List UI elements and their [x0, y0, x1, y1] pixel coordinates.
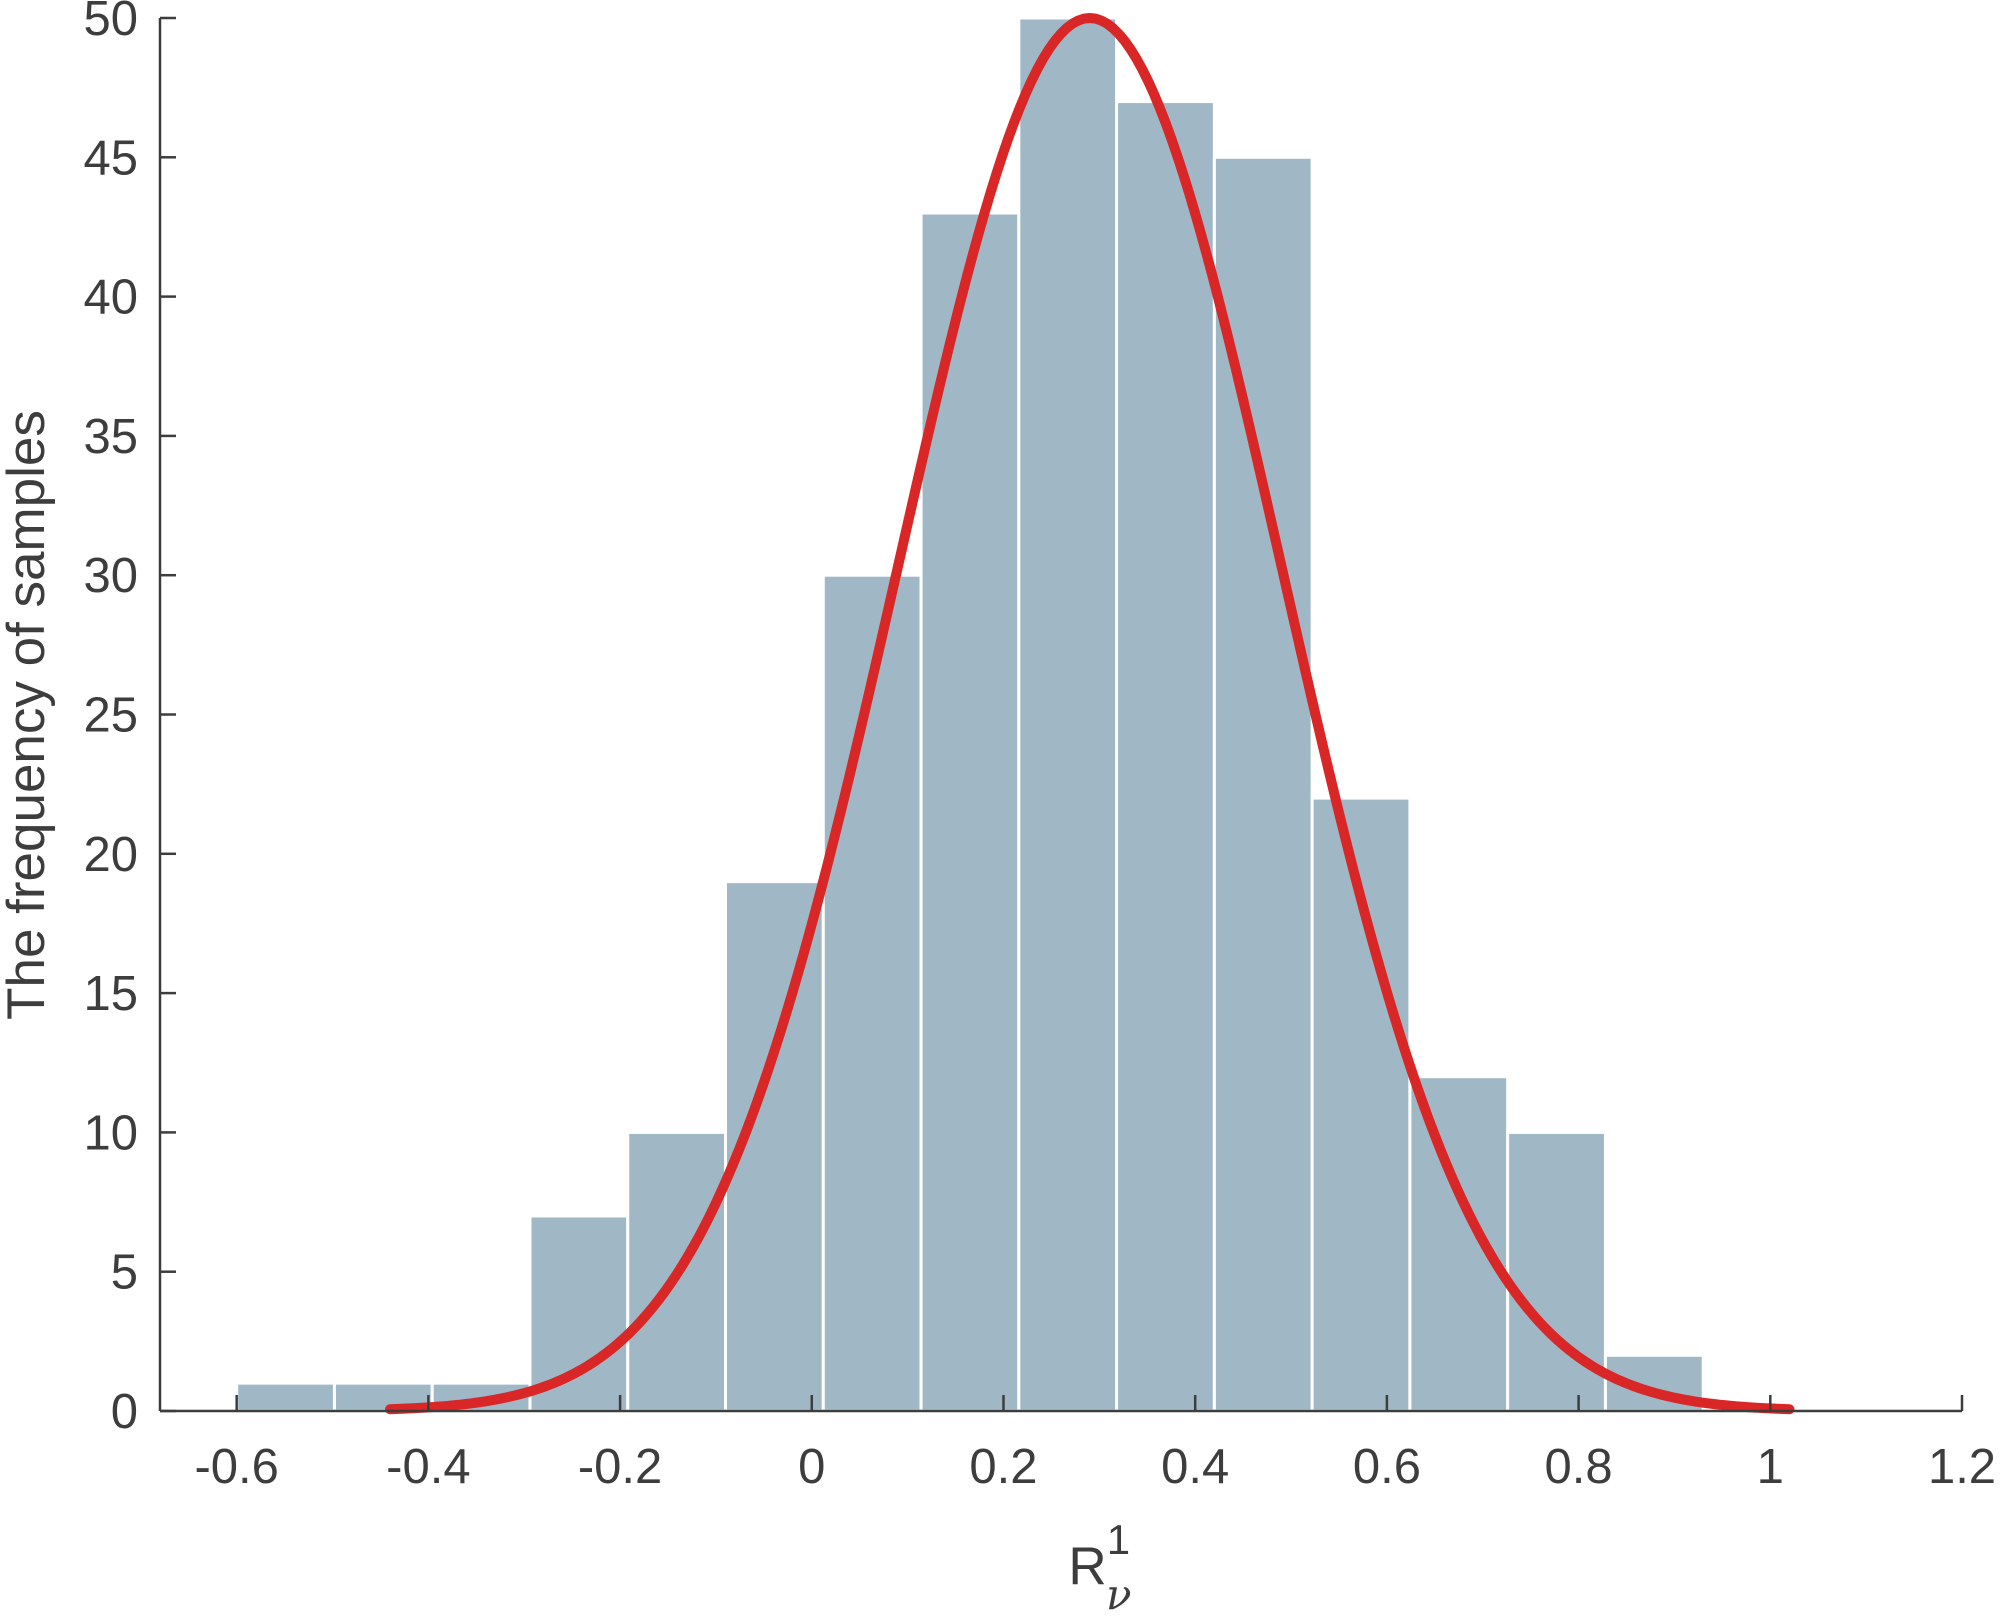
- x-ticks: -0.6 -0.4 -0.2 0 0.2 0.4 0.6 0.8 1 1.2: [194, 1395, 1996, 1494]
- y-tick-label: 50: [83, 0, 138, 46]
- x-axis-label-subscript: ν: [1106, 1570, 1132, 1619]
- x-tick-label: -0.2: [578, 1440, 662, 1494]
- y-tick-label: 40: [83, 271, 138, 325]
- x-tick-label: 0.6: [1353, 1440, 1421, 1494]
- histogram-bar: [1017, 16, 1119, 1413]
- y-tick-label: 30: [83, 549, 138, 603]
- x-tick-label: -0.6: [194, 1440, 278, 1494]
- y-ticks: 0 5 10 15 20 25 30 35 40 45 50: [83, 0, 176, 1439]
- y-tick-label: 10: [83, 1106, 138, 1160]
- x-tick-label: 1: [1757, 1440, 1784, 1494]
- x-axis-label-superscript: 1: [1107, 1516, 1130, 1563]
- y-axis-label: The frequency of samples: [0, 410, 56, 1020]
- normal-fit-curve: [385, 13, 1795, 1415]
- histogram-bar: [1408, 1075, 1510, 1413]
- y-tick-label: 35: [83, 410, 138, 464]
- x-tick-label: 0.2: [969, 1440, 1037, 1494]
- x-tick-label: 0: [798, 1440, 825, 1494]
- histogram-bar: [1115, 100, 1216, 1413]
- x-tick-label: -0.4: [386, 1440, 470, 1494]
- histogram-bars: [235, 16, 1705, 1413]
- y-tick-label: 25: [83, 689, 138, 743]
- x-tick-label: 0.8: [1545, 1440, 1613, 1494]
- y-tick-label: 15: [83, 967, 138, 1021]
- histogram-bar: [235, 1381, 336, 1413]
- y-tick-label: 5: [111, 1246, 138, 1300]
- y-tick-label: 20: [83, 828, 138, 882]
- y-tick-label: 45: [83, 131, 138, 185]
- x-axis-label-base: R: [1068, 1537, 1106, 1596]
- x-axis-label: R1 ν: [1068, 1516, 1131, 1619]
- x-tick-label: 1.2: [1928, 1440, 1996, 1494]
- histogram-bar: [821, 573, 923, 1413]
- x-tick-label: 0.4: [1161, 1440, 1229, 1494]
- y-tick-label: 0: [111, 1385, 138, 1439]
